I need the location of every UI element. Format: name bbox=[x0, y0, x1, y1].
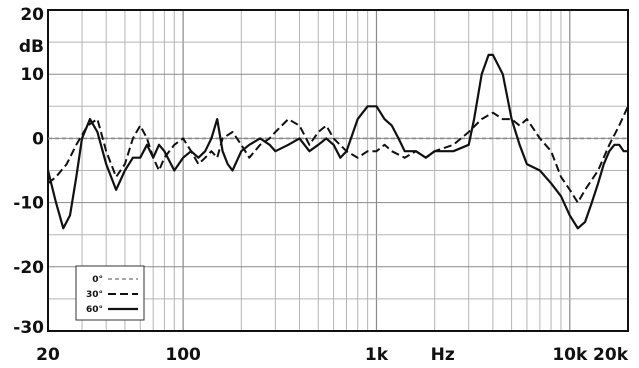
series-group bbox=[46, 53, 629, 230]
series-line-2 bbox=[46, 53, 628, 230]
legend-label-0deg: 0° bbox=[92, 275, 103, 285]
x-tick-label: 1k bbox=[365, 345, 389, 365]
legend: 0° 30° 60° bbox=[75, 265, 145, 321]
y-tick-label: 20 bbox=[20, 5, 44, 25]
y-axis-label: dB bbox=[19, 37, 44, 57]
y-tick-label: -20 bbox=[13, 258, 44, 278]
y-tick-label: -10 bbox=[13, 194, 44, 214]
legend-label-30deg: 30° bbox=[86, 290, 103, 300]
y-tick-label: -30 bbox=[13, 318, 44, 338]
x-tick-label: 20k bbox=[593, 345, 629, 365]
x-tick-label: 10k bbox=[552, 345, 588, 365]
grid bbox=[48, 10, 628, 331]
y-tick-label: 10 bbox=[20, 65, 44, 85]
legend-label-60deg: 60° bbox=[86, 305, 103, 315]
y-tick-label: 0 bbox=[32, 129, 44, 149]
x-tick-label: 20 bbox=[36, 345, 60, 365]
x-tick-label: 100 bbox=[165, 345, 201, 365]
x-axis-label: Hz bbox=[431, 345, 455, 365]
series-line-1 bbox=[47, 105, 629, 204]
